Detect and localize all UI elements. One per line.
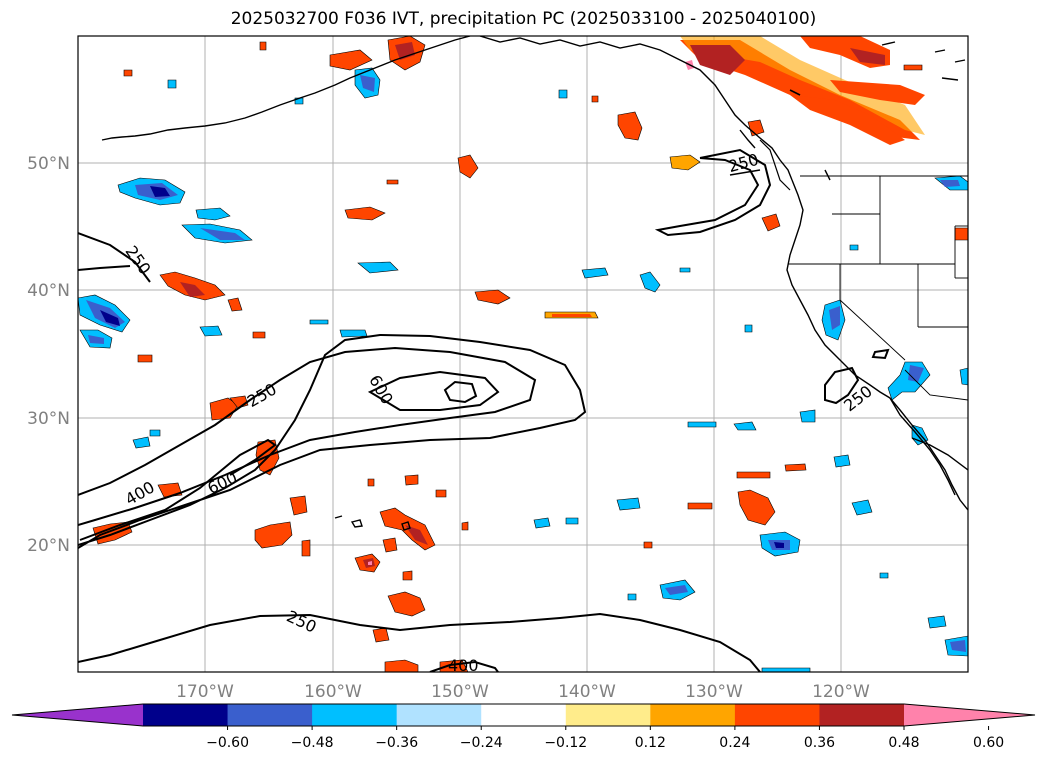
colorbar-segment — [819, 704, 905, 726]
colorbar-tick-label: −0.36 — [375, 735, 418, 751]
colorbar-segments — [11, 703, 1036, 727]
colorbar-segment — [396, 704, 482, 726]
map-panel: 250 250 250 250 250 400 400 600 600 — [78, 36, 968, 675]
colorbar-tick-label: −0.24 — [460, 735, 503, 751]
colorbar-segment — [650, 704, 736, 726]
colorbar-tick-label: −0.12 — [544, 735, 587, 751]
negative-anomaly-areas — [78, 67, 968, 672]
coastline-accents — [729, 89, 801, 176]
contour-labels: 250 250 250 250 250 400 400 600 600 — [121, 150, 876, 675]
colorbar-segment — [565, 704, 651, 726]
colorbar-tick-label: 0.24 — [719, 735, 750, 751]
latitude-labels: 50°N 40°N 30°N 20°N — [27, 154, 70, 556]
lon-label-140w: 140°W — [558, 682, 616, 702]
colorbar-tick-label: 0.36 — [804, 735, 835, 751]
lat-label-20n: 20°N — [27, 536, 70, 556]
contour-label: 400 — [448, 656, 479, 675]
colorbar-tick-label: 0.12 — [635, 735, 666, 751]
colorbar-segment — [481, 704, 567, 726]
colorbar-tick-label: −0.60 — [206, 735, 249, 751]
colorbar-ticks: −0.60 −0.48 −0.36 −0.24 −0.12 0.12 0.24 0.36 0.4… — [206, 726, 1004, 751]
colorbar-segment — [143, 704, 229, 726]
lon-label-150w: 150°W — [431, 682, 489, 702]
lon-label-170w: 170°W — [176, 682, 234, 702]
contour-label: 400 — [122, 477, 158, 509]
lon-label-120w: 120°W — [812, 682, 870, 702]
contour-label: 250 — [726, 150, 760, 176]
lon-label-160w: 160°W — [304, 682, 362, 702]
contour-label: 250 — [121, 242, 154, 278]
ivt-contours — [78, 148, 890, 672]
colorbar-extend-low — [12, 704, 143, 726]
colorbar-segment — [312, 704, 398, 726]
colorbar-segment — [227, 704, 313, 726]
lat-label-30n: 30°N — [27, 409, 70, 429]
colorbar-extend-high — [904, 704, 1035, 726]
contour-label: 250 — [284, 607, 320, 637]
colorbar: −0.60 −0.48 −0.36 −0.24 −0.12 0.12 0.24 0.36 0.4… — [11, 703, 1036, 751]
lon-label-130w: 130°W — [685, 682, 743, 702]
contour-label: 250 — [840, 381, 876, 415]
colorbar-tick-label: 0.48 — [888, 735, 919, 751]
positive-anomaly-areas — [92, 36, 968, 672]
colorbar-outline — [11, 703, 1036, 727]
colorbar-tick-label: −0.48 — [291, 735, 334, 751]
longitude-labels: 170°W 160°W 150°W 140°W 130°W 120°W — [176, 682, 870, 702]
lat-label-50n: 50°N — [27, 154, 70, 174]
lat-label-40n: 40°N — [27, 281, 70, 301]
colorbar-segment — [734, 704, 820, 726]
coastlines — [101, 36, 968, 531]
contour-label: 600 — [365, 372, 397, 408]
map-frame — [77, 35, 969, 673]
colorbar-tick-label: 0.60 — [973, 735, 1004, 751]
political-borders — [788, 175, 968, 401]
figure-title: 2025032700 F036 IVT, precipitation PC (2… — [230, 9, 817, 29]
